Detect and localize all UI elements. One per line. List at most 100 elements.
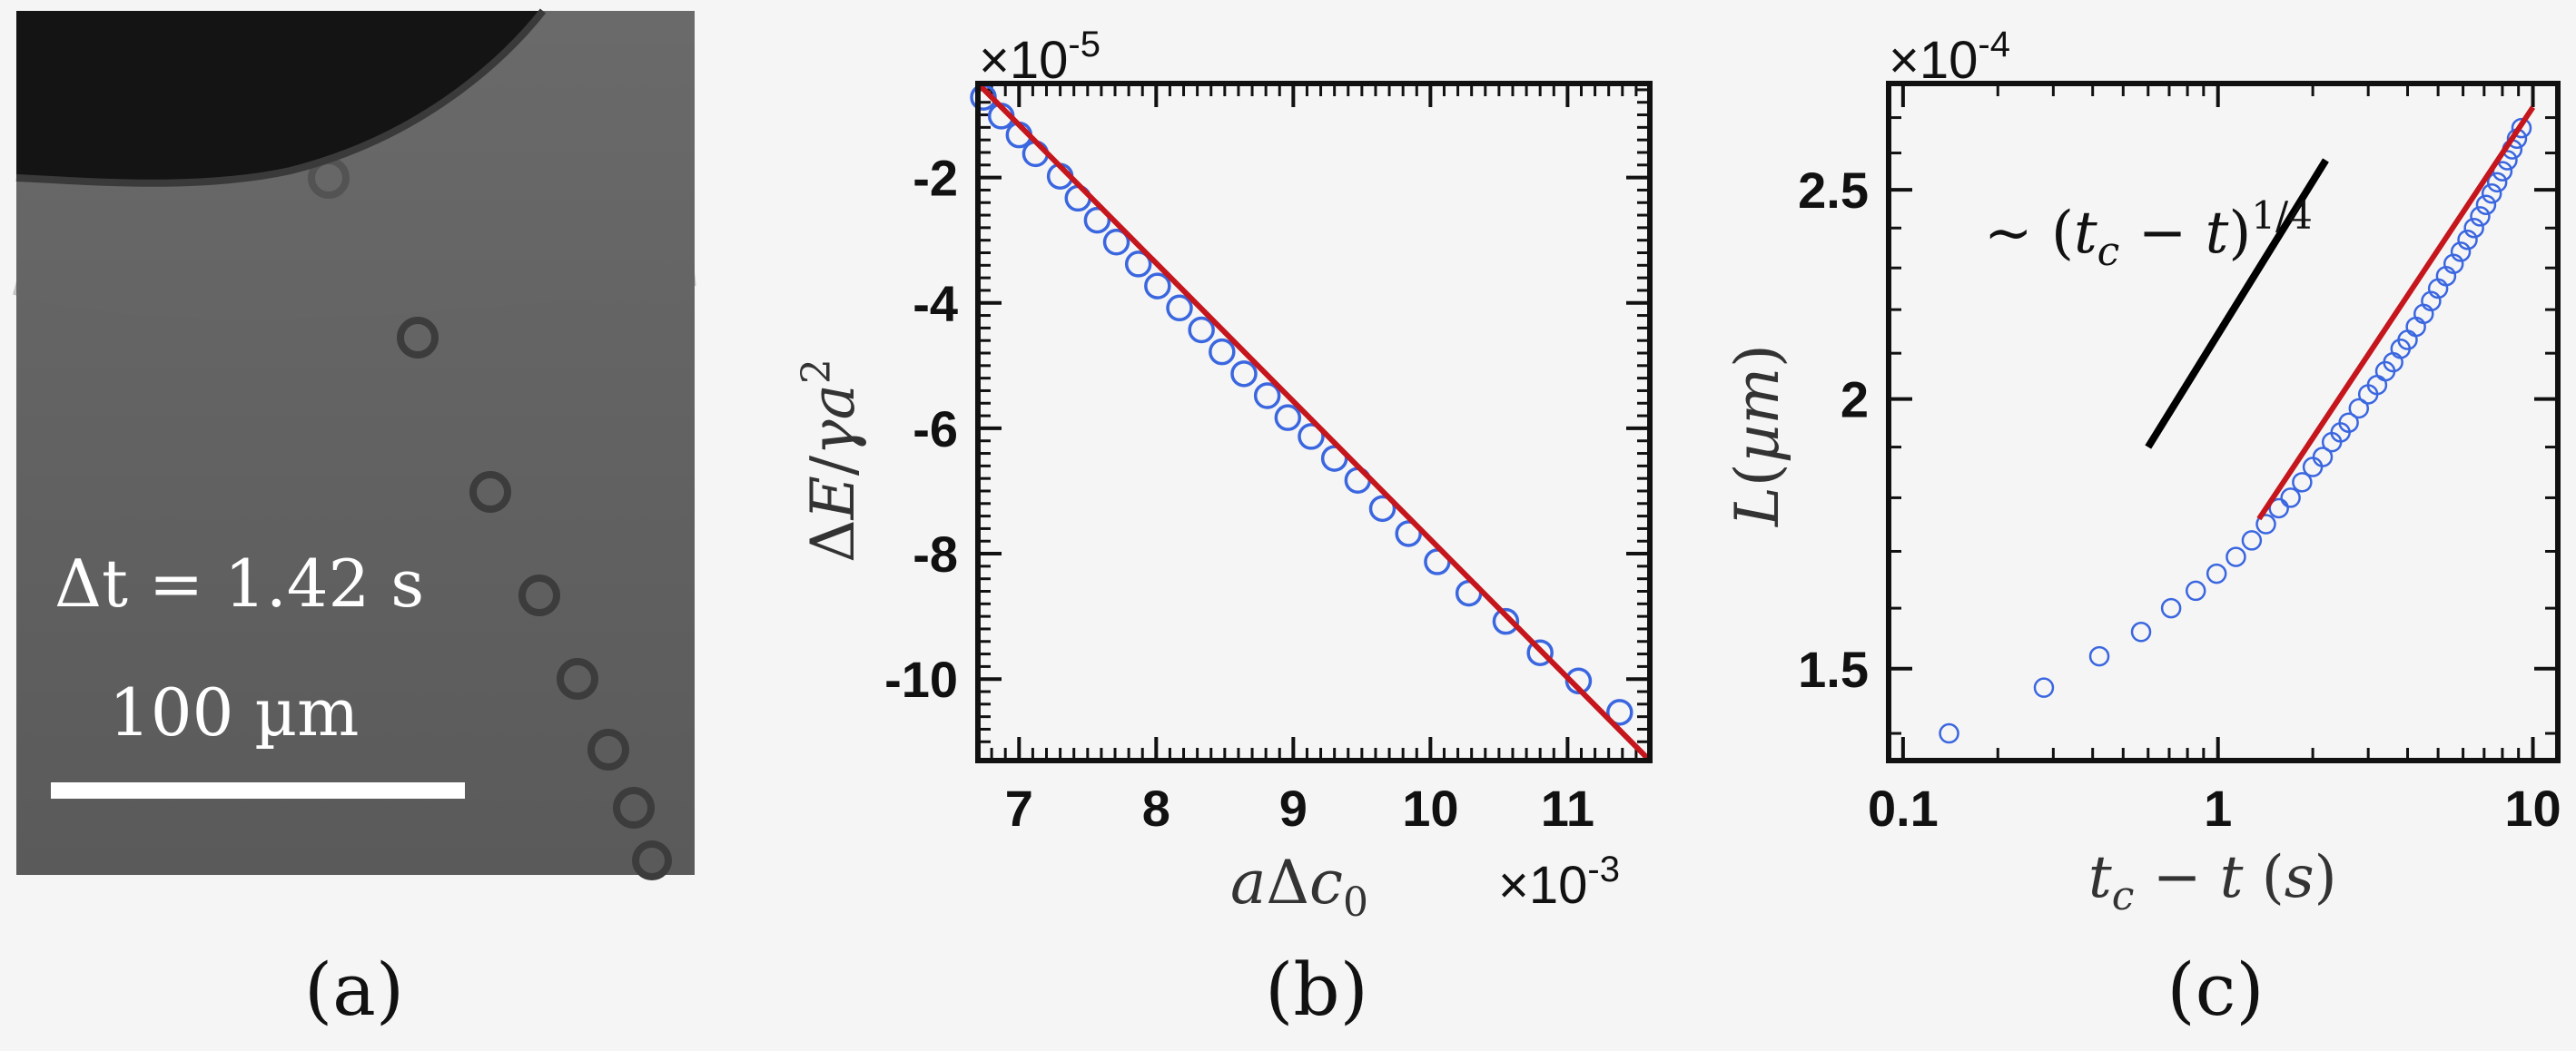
chart-b-tick-labels: 7 8 9 10 11 -2 -4 -6 -8 -10 [884, 150, 1594, 837]
data-point [2511, 117, 2532, 139]
data-point [2443, 253, 2464, 274]
data-point [1253, 382, 1281, 409]
chart-b-x-multiplier: ×10-3 [1498, 850, 1620, 915]
data-point [2292, 472, 2313, 493]
data-point [1209, 338, 1236, 366]
x-tick-label: 1 [2204, 780, 2232, 837]
chart-c-y-multiplier: ×10-4 [1889, 25, 2010, 90]
data-point [2185, 580, 2206, 602]
panel-label-c: (c) [2166, 948, 2264, 1032]
data-point [2450, 241, 2472, 262]
micrograph-panel: Δt = 1.42 s 100 µm [13, 8, 696, 880]
chart-c-slope-annotation: ~ (tc − t)1/4 [1984, 193, 2313, 275]
x-tick-label: 9 [1279, 780, 1308, 837]
x-tick-label: 8 [1142, 780, 1170, 837]
data-point [1564, 667, 1593, 695]
data-point [2088, 645, 2110, 667]
data-point [2312, 447, 2334, 467]
scale-bar-label: 100 µm [109, 674, 359, 751]
y-tick-label: -2 [913, 150, 958, 207]
data-point [2226, 546, 2246, 567]
y-tick-label: 2.5 [1798, 162, 1869, 219]
panel-label-b: (b) [1265, 948, 1368, 1032]
chart-c-y-axis-label: L(µm) [1722, 344, 1792, 527]
time-interval-label: Δt = 1.42 s [54, 545, 424, 622]
scale-bar [51, 782, 465, 799]
drop-series [308, 157, 672, 880]
data-point [2268, 497, 2289, 519]
data-point [1939, 722, 1959, 744]
data-point [2280, 487, 2301, 508]
data-point [2130, 622, 2152, 643]
data-point [1492, 607, 1520, 635]
data-point [1188, 316, 1215, 344]
x-tick-label: 10 [2504, 780, 2561, 837]
data-point [1395, 520, 1422, 547]
data-point [2033, 677, 2055, 698]
y-tick-label: 1.5 [1798, 641, 1869, 698]
chart-b: 7 8 9 10 11 -2 -4 -6 -8 -10 ×10-5 ×10-3 aΔc0 ΔE/γ… [794, 25, 1653, 926]
x-tick-label: 10 [1402, 780, 1458, 837]
data-point [2405, 316, 2426, 338]
data-point [2255, 514, 2276, 535]
chart-b-x-axis-label: aΔc0 [1230, 848, 1368, 926]
chart-c-x-axis-label: tc − t (s) [2088, 844, 2337, 919]
chart-c-ticks [1889, 83, 2558, 761]
y-tick-label: -4 [913, 275, 958, 332]
drop [587, 729, 629, 771]
y-tick-label: -8 [913, 526, 958, 583]
drop [469, 471, 511, 513]
data-point [2486, 172, 2508, 193]
data-point [1298, 423, 1325, 450]
chart-c-fit-line [2256, 105, 2536, 521]
background-band [13, 259, 696, 319]
chart-c-tick-labels: 0.1 1 10 1.5 2 2.5 [1798, 162, 2561, 837]
data-point [2421, 290, 2442, 312]
data-point [1102, 229, 1130, 256]
data-point [2338, 412, 2359, 433]
data-point [1083, 206, 1111, 234]
chart-c-slope-guide-line [2145, 158, 2329, 449]
chart-b-frame [975, 81, 1653, 763]
data-point [1144, 272, 1171, 300]
data-point [2206, 563, 2227, 584]
data-point [2302, 457, 2324, 477]
data-point [1274, 404, 1302, 431]
data-point [1606, 699, 1633, 726]
data-point [2348, 398, 2370, 419]
y-tick-label: -6 [913, 400, 958, 457]
panel-label-a: (a) [304, 948, 404, 1032]
chart-c-points [1939, 117, 2532, 744]
drop [308, 157, 350, 199]
large-droplet [16, 11, 543, 183]
drop [557, 658, 598, 700]
x-tick-label: 0.1 [1868, 780, 1939, 837]
data-point [2475, 194, 2497, 215]
large-droplet-rim [15, 8, 547, 187]
data-point [2160, 597, 2182, 619]
drop [397, 317, 439, 359]
drop [613, 787, 655, 829]
drop [518, 575, 560, 616]
y-tick-label: 2 [1841, 371, 1869, 428]
chart-b-y-axis-label: ΔE/γa2 [794, 359, 868, 563]
drop [632, 840, 672, 880]
data-point [2457, 229, 2478, 250]
data-point [1368, 495, 1397, 523]
data-point [2470, 206, 2491, 227]
chart-c: 0.1 1 10 1.5 2 2.5 ×10-4 ~ (tc − t)1/4 tc − t… [1722, 25, 2561, 919]
data-point [1166, 294, 1193, 322]
chart-c-frame [1886, 81, 2561, 763]
data-point [1526, 639, 1554, 666]
chart-b-fit-line [975, 81, 1653, 763]
x-tick-label: 7 [1005, 780, 1033, 837]
x-tick-label: 11 [1541, 780, 1594, 837]
data-point [2463, 217, 2484, 239]
data-point [2481, 182, 2502, 204]
chart-b-y-multiplier: ×10-5 [979, 25, 1100, 90]
data-point [1124, 250, 1152, 278]
data-point [1230, 360, 1258, 388]
chart-b-points [970, 83, 1633, 726]
data-point [2241, 530, 2263, 551]
